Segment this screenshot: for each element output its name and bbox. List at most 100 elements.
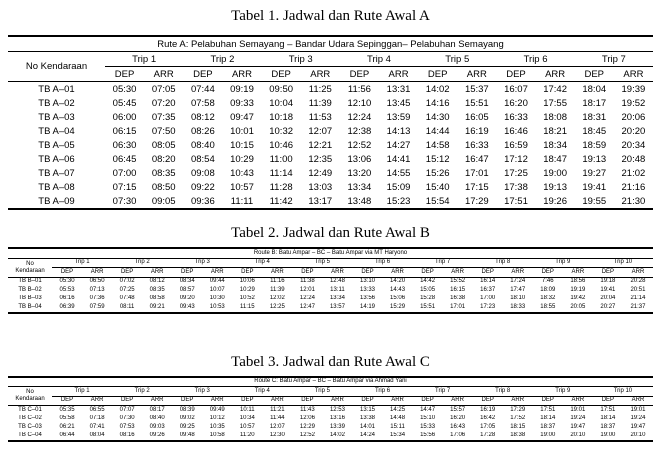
time-cell: 07:53 <box>119 423 135 430</box>
time-cell: 11:56 <box>347 83 371 95</box>
time-cell: 18:33 <box>510 303 526 310</box>
schedule-table-c: Route C: Batu Ampar – BC – Batu Ampar vi… <box>0 375 661 442</box>
table-row: TB A–05 06:30 08:05 08:40 10:15 10:46 12:21 12:… <box>8 138 653 152</box>
trip-header: Trip 4 <box>232 386 293 397</box>
time-cell: 07:00 <box>112 167 137 179</box>
time-cell: 07:44 <box>190 83 215 95</box>
deparr-header: DEP <box>496 66 536 82</box>
time-cell: 21:37 <box>630 303 646 310</box>
time-cell: 08:05 <box>151 139 176 151</box>
time-cell: 09:43 <box>179 303 195 310</box>
deparr-header: ARR <box>202 267 233 278</box>
vehicle-id-cell: TB C–02 <box>18 415 42 422</box>
time-cell: 18:04 <box>582 83 607 95</box>
time-cell: 12:52 <box>347 139 372 151</box>
deparr-header: ARR <box>535 66 575 82</box>
deparr-header: DEP <box>339 66 379 82</box>
deparr-header: ARR <box>562 396 593 406</box>
time-cell: 10:18 <box>269 111 294 123</box>
time-cell: 12:02 <box>269 295 285 302</box>
table-row: TB A–03 06:00 07:35 08:12 09:47 10:18 11:53 12:… <box>8 110 653 124</box>
vehicle-id-cell: TB C–03 <box>18 423 42 430</box>
deparr-header: DEP <box>172 267 203 278</box>
deparr-header: ARR <box>142 267 173 278</box>
time-cell: 19:26 <box>543 195 567 207</box>
time-cell: 05:53 <box>59 286 75 293</box>
time-cell: 16:38 <box>450 295 466 302</box>
deparr-header: DEP <box>292 396 323 406</box>
table-row: TB A–01 05:30 07:05 07:44 09:19 09:50 11:25 11:… <box>8 82 653 97</box>
time-cell: 13:59 <box>386 111 411 123</box>
time-cell: 20:51 <box>630 286 646 293</box>
time-cell: 13:48 <box>347 195 372 207</box>
schedule-table: Route C: Batu Ampar – BC – Batu Ampar vi… <box>8 375 653 442</box>
time-cell: 06:21 <box>59 423 75 430</box>
time-cell: 17:38 <box>504 181 528 193</box>
time-cell: 09:03 <box>149 423 165 430</box>
deparr-header: DEP <box>112 267 143 278</box>
deparr-header: DEP <box>52 267 83 278</box>
table-c-title: Tabel 3. Jadwal dan Rute Awal C <box>231 353 430 370</box>
time-cell: 16:46 <box>504 125 528 137</box>
vehicle-id-cell: TB A–03 <box>38 111 75 123</box>
trip-header: Trip 2 <box>112 386 173 397</box>
time-cell: 20:48 <box>621 153 646 165</box>
time-cell: 10:32 <box>269 125 294 137</box>
deparr-header: ARR <box>442 267 473 278</box>
deparr-header: ARR <box>502 267 533 278</box>
time-cell: 15:12 <box>425 153 450 165</box>
time-cell: 17:29 <box>464 195 489 207</box>
time-cell: 11:39 <box>270 286 285 293</box>
time-cell: 10:01 <box>230 125 254 137</box>
deparr-header: DEP <box>232 267 263 278</box>
time-cell: 16:20 <box>504 97 528 109</box>
deparr-header: DEP <box>532 396 563 406</box>
time-cell: 18:47 <box>543 153 567 165</box>
time-cell: 14:48 <box>390 415 406 422</box>
time-cell: 18:17 <box>582 97 607 109</box>
time-cell: 20:10 <box>570 432 586 439</box>
trip-header: Trip 7 <box>412 258 473 268</box>
vehicle-id-cell: TB A–02 <box>38 97 75 109</box>
deparr-header: ARR <box>502 396 533 406</box>
schedule-table: Rute A: Pelabuhan Semayang – Bandar Udar… <box>8 35 653 210</box>
trip-header: Trip 6 <box>352 258 413 268</box>
table-row: TB B–01 05:30 06:50 07:02 08:12 08:34 09:44 10:… <box>8 277 653 286</box>
section-table-b: Tabel 2. Jadwal dan Rute Awal B Route B:… <box>0 224 661 314</box>
trip-header: Trip 1 <box>52 386 113 397</box>
trip-header: Trip 5 <box>292 258 353 268</box>
deparr-header: ARR <box>322 396 353 406</box>
time-cell: 09:08 <box>190 167 215 179</box>
time-cell: 19:01 <box>570 406 586 413</box>
time-cell: 19:00 <box>600 432 616 439</box>
time-cell: 06:16 <box>59 295 75 302</box>
deparr-header: ARR <box>262 396 293 406</box>
time-cell: 07:41 <box>89 423 105 430</box>
vehicle-id-cell: TB B–04 <box>18 303 42 310</box>
time-cell: 14:44 <box>425 125 450 137</box>
time-cell: 15:51 <box>464 97 489 109</box>
trip-header: Trip 7 <box>412 386 473 397</box>
schedule-table: Route B: Batu Ampar – BC – Batu Ampar vi… <box>8 247 653 314</box>
time-cell: 10:15 <box>230 139 254 151</box>
table-row: TB C–02 05:58 07:18 07:30 08:40 09:02 10:12 10:… <box>8 415 653 424</box>
time-cell: 15:37 <box>464 83 489 95</box>
time-cell: 08:12 <box>149 278 165 285</box>
time-cell: 17:01 <box>464 167 489 179</box>
time-cell: 07:20 <box>151 97 176 109</box>
time-cell: 16:19 <box>480 406 496 413</box>
time-cell: 07:50 <box>151 125 176 137</box>
time-cell: 16:37 <box>480 286 496 293</box>
time-cell: 16:33 <box>464 139 489 151</box>
time-cell: 06:15 <box>112 125 137 137</box>
time-cell: 05:30 <box>59 278 75 285</box>
time-cell: 17:52 <box>510 415 526 422</box>
time-cell: 06:44 <box>59 432 75 439</box>
deparr-header: DEP <box>418 66 458 82</box>
time-cell: 12:01 <box>299 286 315 293</box>
time-cell: 09:05 <box>151 195 176 207</box>
trip-header: Trip 4 <box>232 258 293 268</box>
time-cell: 19:47 <box>570 423 586 430</box>
time-cell: 08:16 <box>119 432 135 439</box>
vehicle-id-cell: TB A–08 <box>38 181 75 193</box>
